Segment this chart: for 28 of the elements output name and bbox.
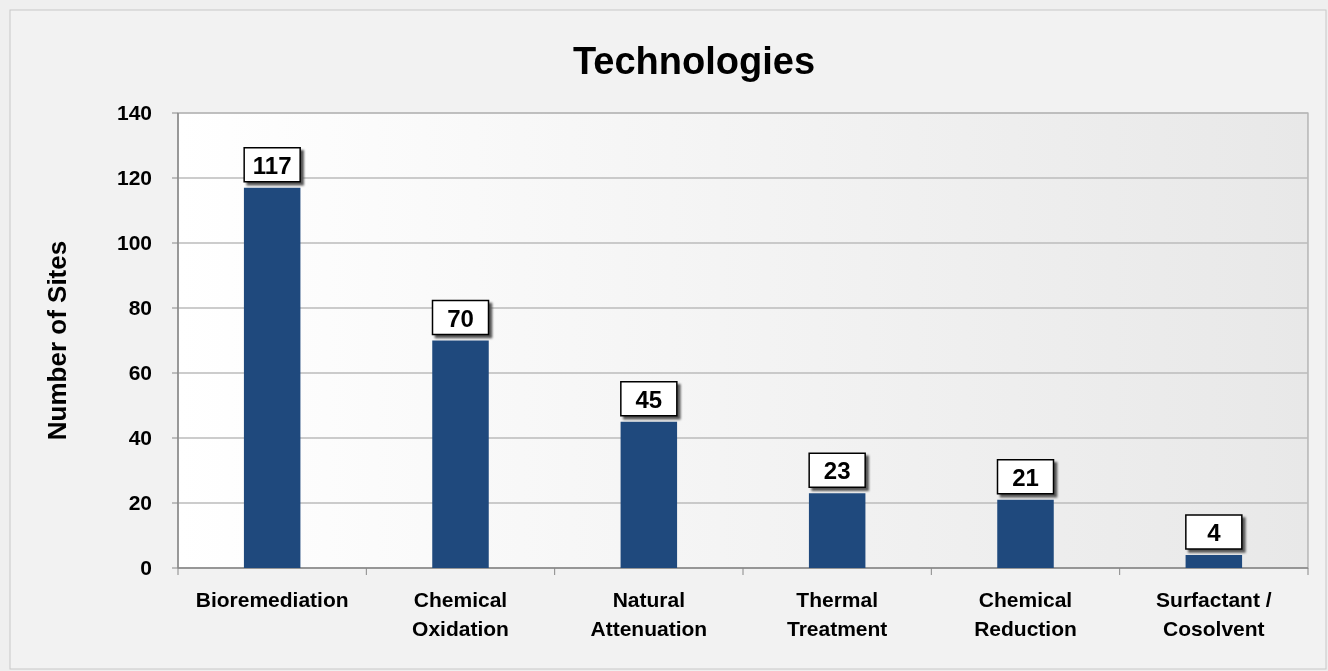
y-tick-label: 100 (116, 231, 152, 254)
y-tick-label: 80 (128, 296, 152, 319)
y-tick-label: 120 (116, 166, 152, 189)
chart-title: Technologies (572, 40, 816, 82)
x-tick-label: Chemical Reduction (974, 588, 1077, 640)
bar (243, 187, 301, 568)
y-axis-title: Number of Sites (42, 240, 72, 441)
y-tick-label: 40 (128, 426, 152, 449)
x-tick-label: Bioremediation (195, 588, 349, 611)
data-label: 70 (447, 304, 474, 332)
bar (997, 499, 1054, 568)
y-tick-label: 20 (128, 491, 152, 514)
data-label: 23 (823, 457, 851, 485)
x-tick-label: Surfactant / Cosolvent (1156, 588, 1272, 640)
bar (432, 340, 489, 568)
x-tick-label: Natural Attenuation (590, 588, 708, 640)
bar (1185, 555, 1243, 568)
data-label: 45 (635, 385, 663, 413)
data-label: 117 (252, 151, 292, 179)
bar (808, 493, 866, 568)
x-tick-label: Chemical Oxidation (412, 588, 509, 640)
y-tick-label: 0 (140, 556, 152, 579)
x-tick-label: Thermal Treatment (786, 588, 888, 640)
data-label: 4 (1207, 519, 1222, 546)
y-tick-label: 60 (128, 361, 152, 384)
bar (620, 421, 678, 568)
y-tick-label: 140 (116, 101, 152, 124)
data-label: 21 (1012, 463, 1039, 491)
